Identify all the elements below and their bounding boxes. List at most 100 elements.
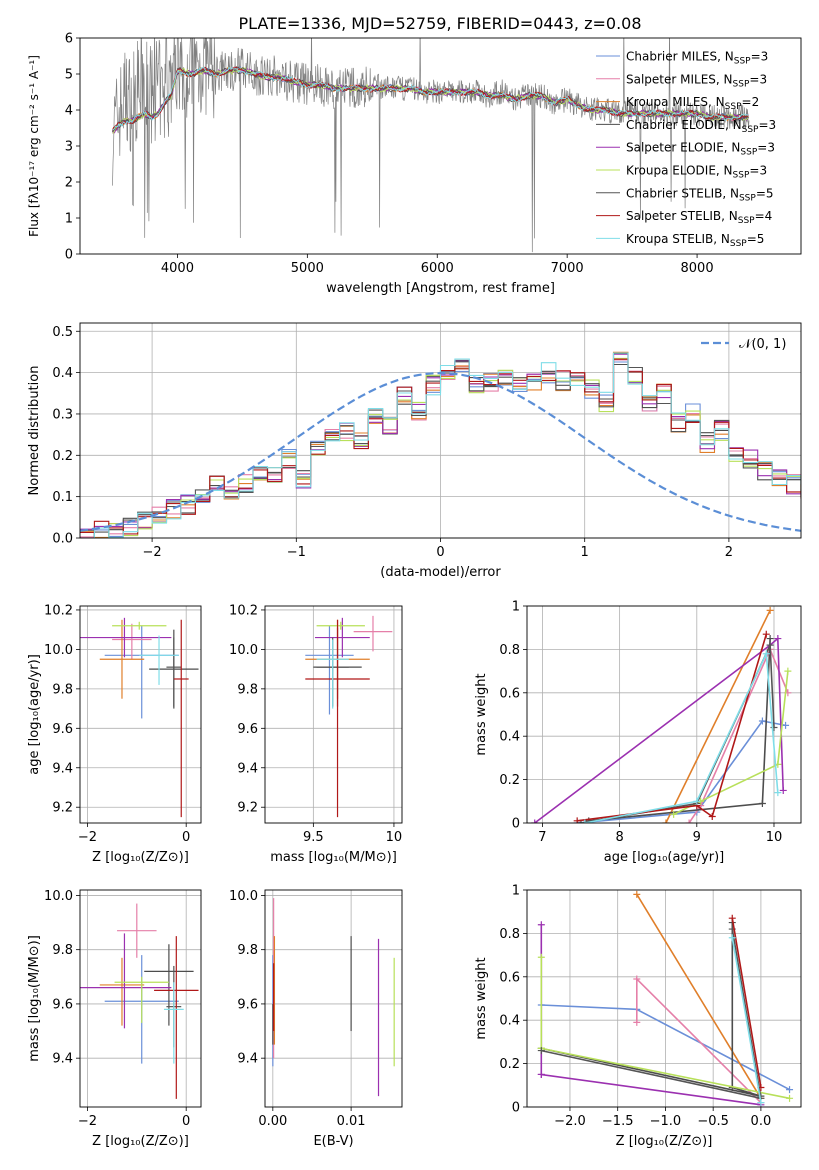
weight_vs_Z-ytick-label: 1 (512, 884, 520, 899)
weight-marker-1-0 (685, 819, 693, 823)
age_vs_Z-xtick-label: 0 (182, 830, 190, 845)
age_vs_Z-ytick-label: 10.2 (44, 603, 73, 618)
legend-rest-0: =3 (751, 50, 769, 64)
legend-subscript-1: SSP (733, 79, 750, 89)
weight-marker-0-2 (786, 1086, 794, 1094)
weight-marker-6-2 (766, 641, 774, 649)
weight_vs_age-xtick-label: 10 (766, 830, 783, 845)
weight_vs_Z-ytick-label: 0.2 (499, 1057, 520, 1072)
weight-marker-8-3 (774, 789, 782, 797)
age_vs_Z-ytick-label: 9.4 (52, 761, 73, 776)
weight-line-3 (541, 922, 762, 1097)
residuals-ytick-label: 0.0 (52, 532, 73, 547)
legend-subscript-4: SSP (740, 148, 757, 158)
weight-line-4 (540, 924, 762, 1106)
weight-marker-3-2 (766, 635, 774, 643)
weight-marker-7-3 (762, 630, 770, 638)
mass_vs_Z-ytick-label: 9.6 (52, 997, 73, 1012)
weight-marker-0-3 (782, 721, 790, 729)
residuals-ytick-label: 0.3 (52, 407, 73, 422)
weight-line-8 (731, 937, 762, 1103)
weight-marker-2-1 (766, 606, 774, 614)
weight_vs_Z-ytick-label: 0.6 (499, 970, 520, 985)
spectrum-ytick-label: 3 (65, 140, 73, 155)
weight-marker-5-0 (670, 810, 678, 818)
spectrum-ylabel: Flux [fλ10⁻¹⁷ erg cm⁻² s⁻¹ A⁻¹] (27, 55, 41, 237)
weight-marker-5-3 (784, 667, 792, 675)
spectrum-xtick-label: 6000 (421, 261, 454, 276)
mass_vs_Z-series-group (80, 903, 199, 1099)
weight-line-7 (731, 918, 762, 1088)
weight_vs_Z-frame (526, 889, 802, 1108)
data-layer (80, 38, 801, 1107)
weight_vs_age-ylabel: mass weight (474, 673, 489, 755)
legend-label-5: Kroupa ELODIE, NSSP=3 (626, 164, 767, 181)
legend-label-1: Salpeter MILES, NSSP=3 (626, 72, 767, 89)
weight-marker-7-0 (728, 914, 736, 922)
weight-line-8 (584, 650, 779, 823)
weight_vs_age-ytick-label: 0.6 (499, 686, 520, 701)
age_vs_Z-ylabel: age [log₁₀(age/yr)] (27, 654, 42, 775)
mass_vs_Z-xtick-label: 0 (182, 1114, 190, 1129)
weight-marker-4-0 (531, 819, 539, 823)
weight-marker-8-1 (693, 797, 701, 805)
mass_vs_ebv-ytick-label: 9.6 (237, 997, 258, 1012)
weight_vs_Z-xtick-label: −0.5 (697, 1114, 729, 1129)
gaussian-reference-line (80, 371, 801, 532)
mass_vs_Z-xtick-label: −2 (78, 1114, 97, 1129)
spectrum-ytick-label: 5 (65, 68, 73, 83)
weight_vs_Z-xtick-label: −2.0 (554, 1114, 586, 1129)
weight-line-2 (665, 609, 771, 823)
legend-subscript-0: SSP (734, 57, 751, 67)
spectrum-ytick-label: 6 (65, 32, 73, 47)
legend-rest-5: =3 (749, 164, 767, 178)
spectrum-xtick-label: 7000 (551, 261, 584, 276)
age_vs_mass-ytick-label: 9.2 (237, 801, 258, 816)
residuals-xtick-label: 2 (725, 545, 733, 560)
residuals-frame (79, 322, 802, 539)
weight_vs_age-ytick-label: 0.8 (499, 643, 520, 658)
residuals-xtick-label: 0 (436, 545, 444, 560)
weight-marker-1-0 (633, 1018, 641, 1026)
spectrum-series-group (112, 38, 750, 253)
weight-marker-5-1 (786, 1094, 794, 1102)
weight_vs_Z-series-group (537, 890, 794, 1107)
weight-marker-4-2 (537, 1070, 545, 1078)
legend-label-8: Kroupa STELIB, NSSP=5 (626, 232, 764, 249)
mass_vs_ebv-series-group (272, 898, 395, 1097)
weight_vs_age-xtick-label: 9 (693, 830, 701, 845)
age_vs_Z-xtick-label: −2 (78, 830, 97, 845)
age_vs_Z-ytick-label: 9.2 (52, 801, 73, 816)
weight-marker-2-0 (633, 890, 641, 898)
mass_vs_Z-ytick-label: 9.8 (52, 943, 73, 958)
weight_vs_age-series-group (531, 606, 792, 823)
residuals-xtick-label: −2 (143, 545, 162, 560)
age_vs_mass-xtick-label: 10 (386, 830, 403, 845)
legend-subscript-8: SSP (730, 239, 747, 249)
weight_vs_age-ytick-label: 1 (512, 600, 520, 615)
legend-rest-4: =3 (757, 141, 775, 155)
legend-label-6: Chabrier STELIB, NSSP=5 (626, 186, 774, 203)
weight-marker-7-0 (573, 817, 581, 823)
weight_vs_Z-xtick-label: −1.0 (650, 1114, 682, 1129)
weight-line-5 (540, 957, 790, 1100)
age_vs_Z-ytick-label: 9.8 (52, 682, 73, 697)
residual-histogram-8 (80, 352, 801, 538)
age_vs_Z-xlabel: Z [log₁₀(Z/Z⊙)] (92, 850, 189, 865)
residuals-xlabel: (data-model)/error (380, 565, 501, 580)
weight_vs_age-xlabel: age [log₁₀(age/yr)] (604, 850, 725, 865)
legend-subscript-6: SSP (739, 193, 756, 203)
weight_vs_age-ytick-label: 0.2 (499, 773, 520, 788)
spectrum-ytick-label: 0 (65, 248, 73, 263)
weight-marker-0-2 (758, 717, 766, 725)
weight_vs_Z-ytick-label: 0.8 (499, 927, 520, 942)
residuals-ytick-label: 0.4 (52, 366, 73, 381)
legend-rest-6: =5 (756, 186, 774, 200)
weight_vs_Z-ytick-label: 0.4 (499, 1014, 520, 1029)
legend-rest-3: =3 (758, 118, 776, 132)
legend-rest-7: =4 (755, 209, 773, 223)
gaussian-legend-label: 𝒩(0, 1) (739, 337, 786, 352)
spectrum-xtick-label: 4000 (161, 261, 194, 276)
residual-histogram-6 (80, 352, 801, 538)
weight-marker-1-1 (633, 975, 641, 983)
